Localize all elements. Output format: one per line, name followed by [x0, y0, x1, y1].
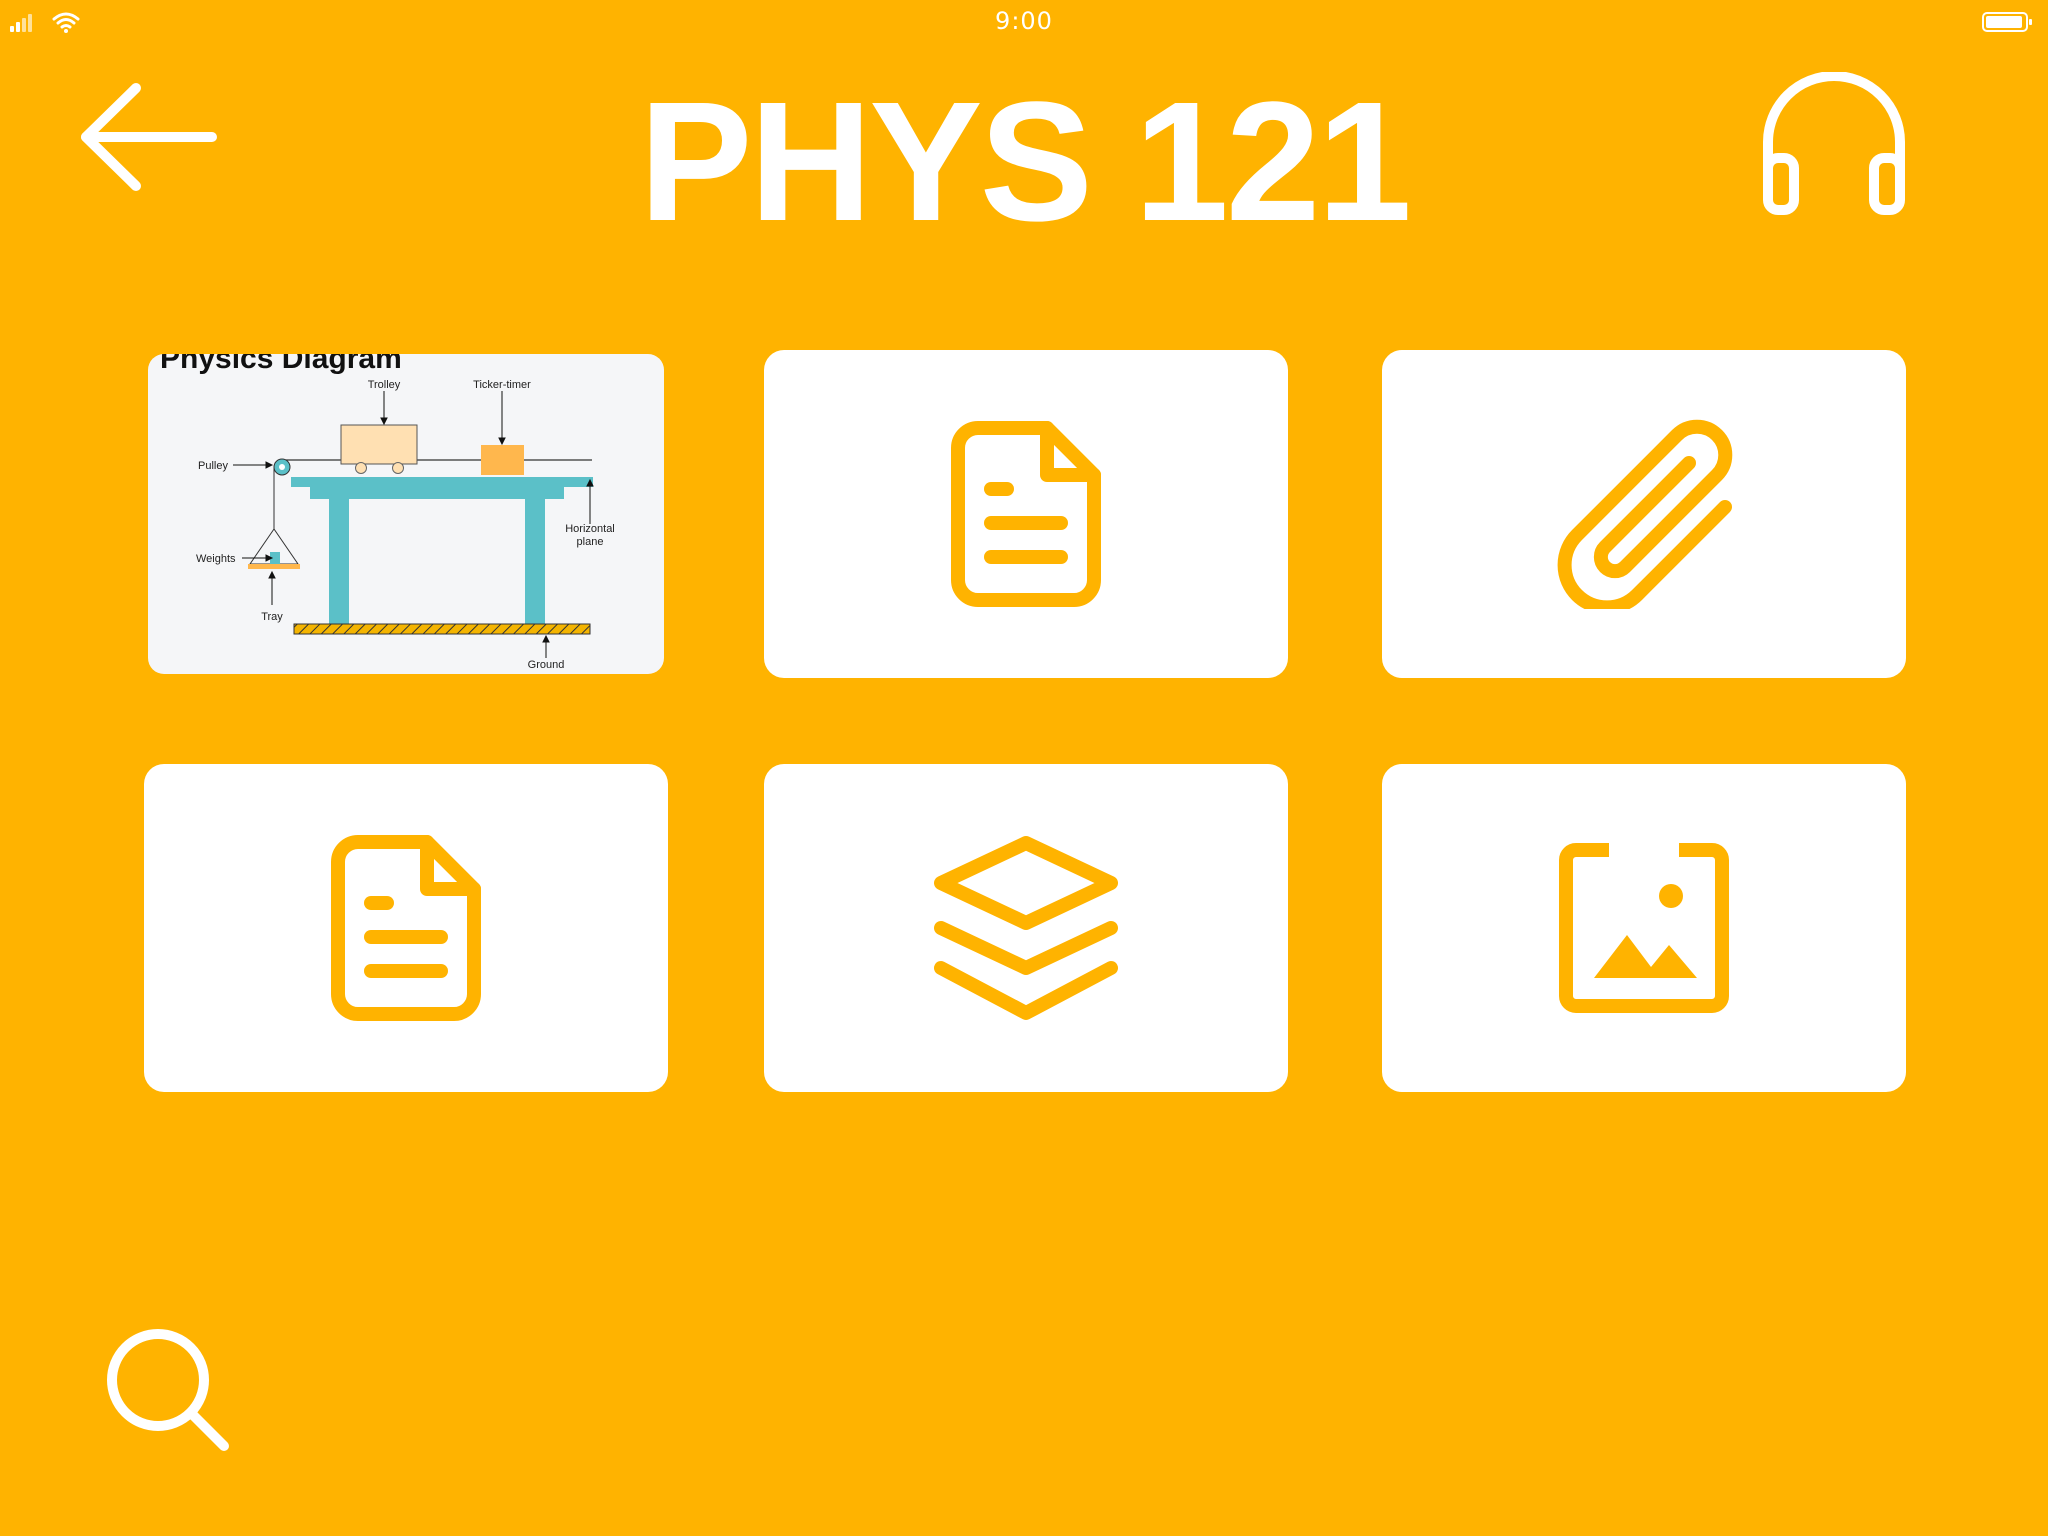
physics-diagram-card[interactable]: Physics Diagram — [148, 354, 664, 674]
page-title: PHYS 121 — [639, 67, 1412, 257]
wifi-icon — [52, 12, 80, 29]
status-time: 9:00 — [995, 7, 1053, 35]
label-ground: Ground — [528, 659, 565, 671]
audio-button[interactable] — [1760, 71, 1908, 218]
document-icon — [331, 835, 481, 1021]
status-bar: 9:00 — [0, 0, 2048, 44]
label-weights: Weights — [196, 553, 236, 565]
label-pulley: Pulley — [198, 460, 228, 472]
label-horizontal: Horizontal — [565, 523, 615, 535]
search-button[interactable] — [104, 1326, 234, 1456]
image-card[interactable] — [1382, 764, 1906, 1092]
notes-card[interactable] — [144, 764, 668, 1092]
label-ticker-timer: Ticker-timer — [473, 379, 531, 391]
label-trolley: Trolley — [368, 379, 401, 391]
document-card[interactable] — [764, 350, 1288, 678]
document-icon — [951, 421, 1101, 607]
layers-icon — [934, 836, 1118, 1020]
label-tray: Tray — [261, 611, 283, 623]
headphones-icon — [1763, 71, 1905, 215]
attachment-card[interactable] — [1382, 350, 1906, 678]
battery-icon — [1982, 11, 2034, 38]
layers-card[interactable] — [764, 764, 1288, 1092]
signal-wifi-indicators — [8, 10, 88, 39]
image-icon — [1559, 843, 1729, 1013]
signal-icon — [10, 12, 80, 33]
back-button[interactable] — [80, 82, 220, 192]
label-plane: plane — [577, 536, 604, 548]
arrow-left-icon — [81, 83, 217, 191]
search-icon — [107, 1329, 229, 1451]
diagram-title: Physics Diagram — [160, 354, 402, 375]
physics-diagram: Trolley Ticker-timer Pulley Weights Tray… — [196, 379, 615, 671]
paperclip-icon — [1557, 419, 1733, 609]
